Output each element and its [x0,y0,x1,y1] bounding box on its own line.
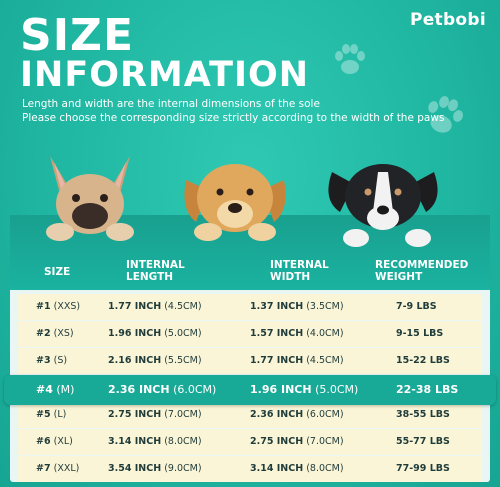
table-row: #6 (XL) 3.14 INCH (8.0CM) 2.75 INCH (7.0… [18,428,482,456]
weight-cell: 77-99 LBS [396,462,450,474]
table-row: #2 (XS) 1.96 INCH (5.0CM) 1.57 INCH (4.0… [18,320,482,348]
width-cell: 1.77 INCH (4.5CM) [250,354,344,366]
description-line-1: Length and width are the internal dimens… [22,98,320,110]
weight-cell: 7-9 LBS [396,301,437,312]
brand-logo: Petbobi [409,10,486,30]
size-cell: #2 (XS) [36,327,74,339]
table-row: #5 (L) 2.75 INCH (7.0CM) 2.36 INCH (6.0C… [18,401,482,429]
header-internal-width: INTERNAL WIDTH [270,259,329,283]
length-cell: 2.16 INCH (5.5CM) [108,354,202,366]
size-cell: #6 (XL) [36,435,73,447]
length-cell: 1.77 INCH (4.5CM) [108,301,202,312]
weight-cell: 9-15 LBS [396,327,444,339]
width-cell: 1.57 INCH (4.0CM) [250,327,344,339]
weight-cell: 38-55 LBS [396,408,450,420]
size-table-rows: #1 (XXS) 1.77 INCH (4.5CM) 1.37 INCH (3.… [18,294,482,483]
golden-retriever-illustration [184,164,286,241]
highlighted-row-bar [4,375,496,405]
width-cell: 2.75 INCH (7.0CM) [250,435,344,447]
length-cell: 2.75 INCH (7.0CM) [108,408,202,420]
width-cell: 1.96 INCH (5.0CM) [250,383,359,396]
border-collie-illustration [328,164,438,247]
title-size: SIZE [20,10,135,61]
width-cell: 1.37 INCH (3.5CM) [250,301,344,312]
table-row: #3 (S) 2.16 INCH (5.5CM) 1.77 INCH (4.5C… [18,347,482,375]
size-cell: #1 (XXS) [36,301,81,312]
title-information: INFORMATION [20,55,310,95]
table-row: #1 (XXS) 1.77 INCH (4.5CM) 1.37 INCH (3.… [18,294,482,321]
french-bulldog-illustration [46,156,134,241]
length-cell: 3.14 INCH (8.0CM) [108,435,202,447]
width-cell: 3.14 INCH (8.0CM) [250,462,344,474]
description-line-2: Please choose the corresponding size str… [22,112,445,124]
size-cell: #5 (L) [36,408,67,420]
length-cell: 2.36 INCH (6.0CM) [108,383,217,396]
size-cell: #7 (XXL) [36,462,80,474]
width-cell: 2.36 INCH (6.0CM) [250,408,344,420]
header-internal-length: INTERNAL LENGTH [126,259,185,283]
description: Length and width are the internal dimens… [22,97,452,125]
weight-cell: 15-22 LBS [396,354,450,366]
table-row: #7 (XXL) 3.54 INCH (9.0CM) 3.14 INCH (8.… [18,455,482,483]
header-size: SIZE [44,266,71,278]
size-cell: #3 (S) [36,354,68,366]
length-cell: 1.96 INCH (5.0CM) [108,327,202,339]
paw-print-icon [428,96,464,133]
paw-print-icon [335,44,365,74]
table-row-highlighted: #4 (M) 2.36 INCH (6.0CM) 1.96 INCH (5.0C… [18,377,482,403]
header-recommended-weight: RECOMMENDED WEIGHT [375,259,469,283]
weight-cell: 55-77 LBS [396,435,450,447]
size-cell: #4 (M) [36,383,75,396]
weight-cell: 22-38 LBS [396,383,459,396]
length-cell: 3.54 INCH (9.0CM) [108,462,202,474]
